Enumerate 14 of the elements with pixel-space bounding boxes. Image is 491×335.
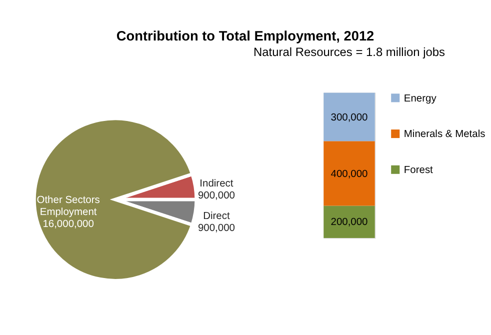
- data-label: 300,000: [330, 112, 368, 124]
- data-label: 900,000: [198, 223, 236, 234]
- legend-label: Energy: [404, 93, 438, 104]
- legend-label: Minerals & Metals: [404, 129, 486, 140]
- slice-label: Direct: [203, 211, 230, 222]
- data-label: 16,000,000: [42, 218, 94, 230]
- data-label: 900,000: [198, 190, 236, 202]
- slice-label: Indirect: [200, 178, 234, 190]
- chart-title: Contribution to Total Employment, 2012: [116, 28, 375, 44]
- legend-label: Forest: [404, 165, 434, 176]
- text: Natural Resources = 1.8 million jobs: [254, 45, 445, 60]
- data-label: 200,000: [330, 217, 368, 228]
- data-label: 400,000: [330, 168, 368, 180]
- slice-label: Other Sectors Employment: [36, 194, 100, 218]
